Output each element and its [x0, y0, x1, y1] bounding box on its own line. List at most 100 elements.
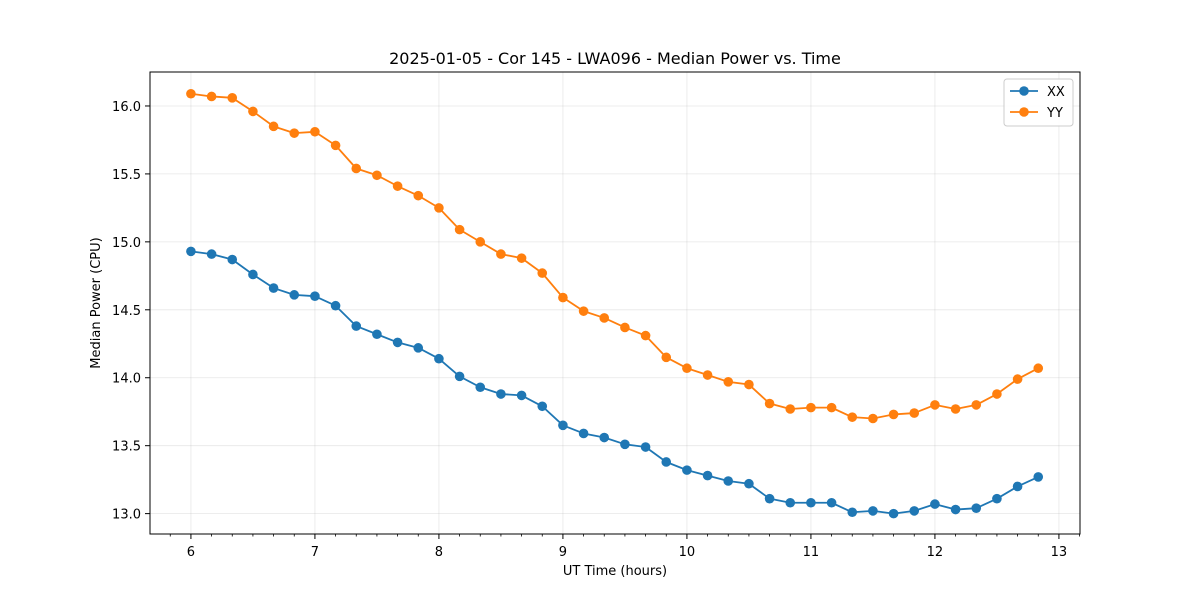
y-tick-label: 15.5: [112, 168, 141, 183]
series-yy-point: [372, 170, 382, 181]
series-yy-point: [702, 370, 713, 380]
series-yy-point: [496, 249, 506, 259]
series-xx-point: [351, 321, 362, 331]
series-xx-point: [330, 300, 341, 311]
series-yy-point: [227, 93, 238, 103]
grid: [150, 72, 1080, 534]
series-yy-point: [558, 292, 568, 303]
series-yy-point: [599, 313, 610, 323]
series-yy-point: [434, 203, 444, 213]
series-xx-point: [723, 476, 734, 486]
series-yy-point: [206, 91, 217, 102]
series-yy-point: [620, 322, 630, 333]
series-xx-point: [227, 254, 238, 265]
series-xx-point: [578, 428, 589, 439]
series-yy-point: [351, 163, 362, 174]
series-xx-point: [475, 382, 486, 393]
series-yy-point: [744, 379, 754, 390]
series-layer: [186, 88, 1044, 519]
y-tick-label: 14.5: [112, 304, 141, 319]
series-yy-point: [806, 402, 816, 413]
series-yy-point: [661, 352, 672, 363]
series-xx-point: [620, 439, 630, 450]
series-xx-point: [640, 442, 651, 452]
series-xx-point: [186, 246, 196, 257]
series-yy-point: [826, 402, 837, 413]
x-tick-label: 7: [311, 545, 319, 560]
series-xx-point: [702, 470, 713, 481]
legend-yy-label: YY: [1046, 106, 1063, 121]
series-xx-point: [1033, 472, 1044, 482]
series-yy-point: [930, 400, 940, 410]
series-xx-point: [785, 497, 796, 508]
series-yy-point: [578, 306, 589, 316]
series-xx-point: [248, 269, 258, 280]
y-tick-label: 13.0: [112, 508, 141, 523]
x-tick-label: 11: [803, 545, 820, 560]
series-xx-point: [971, 503, 982, 513]
y-axis-label: Median Power (CPU): [89, 237, 104, 368]
series-yy-point: [392, 181, 403, 191]
series-xx-point: [992, 493, 1002, 504]
series-xx-point: [310, 291, 320, 302]
series-yy-point: [475, 237, 486, 247]
series-xx-point: [516, 390, 527, 401]
series-yy-point: [310, 126, 320, 137]
x-tick-label: 12: [927, 545, 944, 560]
series-yy-point: [785, 404, 796, 414]
series-xx-point: [537, 401, 548, 412]
series-xx-point: [888, 508, 899, 519]
series-yy-point: [888, 409, 899, 420]
series-yy-point: [847, 412, 858, 422]
series-xx-point: [847, 507, 858, 518]
series-xx-point: [909, 506, 920, 516]
series-xx-point: [268, 283, 279, 293]
series-xx-point: [599, 432, 610, 443]
series-xx-point: [806, 497, 816, 508]
series-xx-point: [661, 457, 672, 467]
series-xx-point: [289, 290, 300, 300]
x-axis-label: UT Time (hours): [563, 564, 667, 579]
series-yy-point: [909, 408, 920, 418]
legend-yy-marker: [1019, 107, 1029, 117]
series-yy-point: [268, 121, 279, 132]
y-tick-label: 15.0: [112, 236, 141, 251]
series-xx-point: [372, 329, 382, 340]
series-yy-point: [516, 253, 527, 263]
series-yy-point: [330, 140, 341, 151]
x-tick-label: 8: [435, 545, 443, 560]
series-xx-point: [496, 389, 506, 399]
series-yy-point: [682, 363, 692, 374]
y-tick-label: 14.0: [112, 372, 141, 387]
y-tick-label: 13.5: [112, 440, 141, 455]
series-yy-point: [971, 400, 982, 410]
series-xx-point: [868, 506, 878, 516]
x-tick-label: 10: [679, 545, 696, 560]
x-axis: 6 7 8 9 10 11 12 13: [169, 534, 1080, 560]
series-yy-point: [537, 268, 548, 278]
series-xx-point: [454, 371, 465, 382]
legend-xx-label: XX: [1047, 85, 1065, 100]
series-yy-point: [1033, 363, 1044, 374]
y-tick-label: 16.0: [112, 100, 141, 115]
series-yy-point: [868, 413, 878, 424]
series-xx-point: [744, 478, 754, 489]
series-yy-point: [1012, 374, 1023, 384]
x-tick-label: 6: [187, 545, 195, 560]
series-yy-point: [950, 404, 961, 414]
series-yy-point: [723, 377, 734, 387]
series-xx-point: [434, 353, 444, 364]
series-yy-point: [764, 398, 775, 409]
series-yy-point: [992, 389, 1002, 399]
series-xx-point: [206, 249, 217, 259]
x-tick-label: 13: [1051, 545, 1068, 560]
plot-frame: [149, 71, 1081, 535]
series-yy-point: [454, 224, 465, 235]
series-xx-point: [764, 493, 775, 504]
series-xx-point: [392, 337, 403, 348]
series-xx-point: [950, 504, 961, 515]
series-xx-point: [1012, 481, 1023, 492]
chart-title: 2025-01-05 - Cor 145 - LWA096 - Median P…: [389, 49, 841, 68]
series-yy-point: [186, 88, 196, 99]
